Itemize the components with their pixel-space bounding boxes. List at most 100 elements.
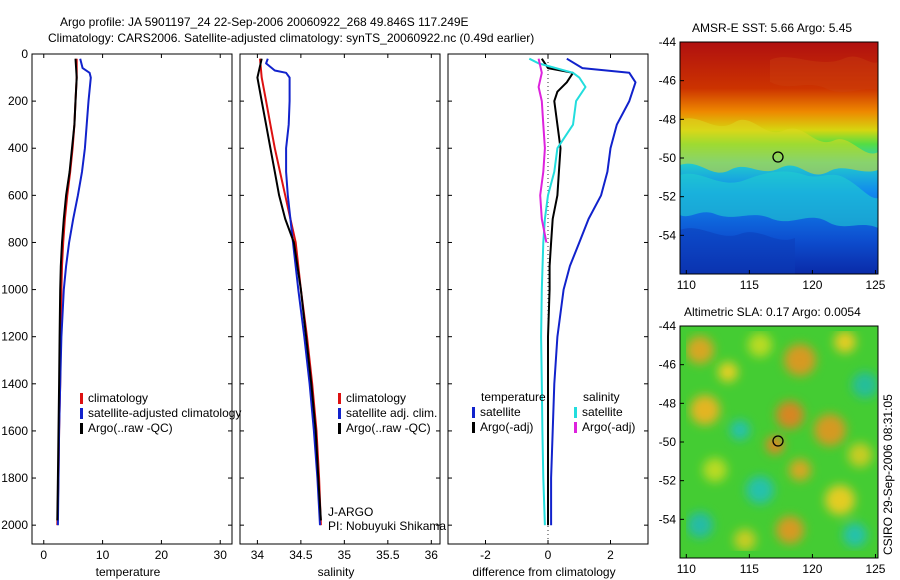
legend-entry: Argo(..raw -QC)	[88, 421, 173, 435]
sla-blob	[686, 336, 714, 364]
sla-blob	[776, 516, 804, 544]
map-x-tick-label: 120	[802, 278, 822, 292]
legend-title: temperature	[481, 390, 546, 404]
sla-map: Altimetric SLA: 0.17 Argo: 0.0054 110 115…	[659, 305, 886, 576]
header-line-2: Climatology: CARS2006. Satellite-adjuste…	[48, 31, 534, 45]
sla-blob	[789, 459, 811, 481]
sla-blob	[776, 401, 804, 429]
annotation-line: J-ARGO	[328, 505, 373, 519]
sla-blob	[734, 529, 756, 551]
sst-axes: 110 115 120 125 -44 -46 -48 -50 -52 -54	[659, 35, 886, 292]
x-tick-label: 0	[40, 548, 47, 562]
sst-map-title: AMSR-E SST: 5.66 Argo: 5.45	[692, 21, 852, 35]
series-line	[56, 58, 92, 526]
y-tick-label: 2000	[1, 518, 28, 532]
sla-blob	[852, 372, 878, 398]
legend-entry: satellite adj. clim.	[346, 406, 437, 420]
y-tick-label: 1200	[1, 330, 28, 344]
sla-blob	[718, 362, 738, 382]
legend-swatch	[574, 422, 577, 433]
series-line	[265, 58, 321, 526]
series-line	[537, 58, 548, 243]
map-x-tick-label: 115	[740, 562, 759, 576]
x-tick-label: 35	[338, 548, 352, 562]
sla-map-title: Altimetric SLA: 0.17 Argo: 0.0054	[684, 305, 861, 319]
series-line	[550, 57, 637, 526]
y-tick-label: 200	[8, 94, 28, 108]
map-y-tick-label: -48	[659, 112, 677, 126]
x-tick-label: 34.5	[289, 548, 313, 562]
sla-blob	[784, 344, 816, 376]
map-y-tick-label: -50	[659, 151, 677, 165]
series-line	[528, 57, 587, 526]
temperature-panel: 0 10 20 30 0 200 400 600 800 1000 1200 1400 1600 1800…	[1, 47, 241, 579]
y-tick-label: 1000	[1, 283, 28, 297]
map-x-tick-label: 120	[802, 562, 822, 576]
legend-title: salinity	[583, 390, 620, 404]
sla-blob	[748, 333, 772, 357]
sst-map: AMSR-E SST: 5.66 Argo: 5.45 110 115 120 125…	[659, 21, 886, 292]
x-axis-label: salinity	[318, 565, 355, 579]
map-y-tick-label: -54	[659, 228, 677, 242]
map-y-tick-label: -44	[659, 35, 677, 49]
legend-swatch	[80, 408, 83, 419]
legend-swatch	[574, 407, 577, 418]
legend-swatch	[472, 407, 475, 418]
y-tick-label: 600	[8, 188, 28, 202]
sst-argo-marker	[772, 151, 784, 163]
sla-blob	[703, 458, 727, 482]
legend-entry: satellite	[582, 405, 623, 419]
sla-blob	[825, 485, 855, 515]
map-y-tick-label: -46	[659, 358, 677, 372]
legend-swatch	[472, 422, 475, 433]
legend-entry: satellite	[480, 405, 521, 419]
sla-blob	[730, 420, 750, 440]
y-tick-label: 1600	[1, 424, 28, 438]
x-tick-label: 34	[251, 548, 265, 562]
sla-blob	[746, 476, 774, 504]
annotation-line: PI: Nobuyuki Shikama	[328, 519, 446, 533]
map-x-tick-label: 110	[677, 562, 696, 576]
plot-frame	[31, 53, 233, 545]
legend-swatch	[80, 423, 83, 434]
sla-blob	[848, 443, 872, 467]
map-x-tick-label: 115	[740, 278, 759, 292]
x-tick-label: 36	[425, 548, 439, 562]
map-y-tick-label: -48	[659, 396, 677, 410]
side-stamp: CSIRO 29-Sep-2006 08:31:05	[881, 394, 895, 555]
sla-argo-marker	[772, 435, 784, 447]
sla-blob	[834, 331, 856, 353]
sla-blob	[843, 523, 867, 547]
x-tick-label: -2	[480, 548, 491, 562]
plot-frame	[239, 53, 441, 545]
legend-swatch	[80, 393, 83, 404]
legend-entry: Argo(-adj)	[582, 420, 635, 434]
legend-swatch	[338, 393, 341, 404]
difference-panel: -2 0 2 difference from climatology temperatu…	[447, 53, 649, 579]
x-tick-label: 10	[96, 548, 110, 562]
x-tick-label: 2	[607, 548, 614, 562]
map-y-tick-label: -44	[659, 319, 677, 333]
x-axis-label: temperature	[96, 565, 161, 579]
map-y-tick-label: -52	[659, 190, 677, 204]
series-line	[259, 58, 322, 526]
legend-entry: climatology	[346, 391, 406, 405]
legend-swatch	[338, 423, 341, 434]
map-y-tick-label: -52	[659, 474, 677, 488]
x-tick-label: 20	[155, 548, 169, 562]
x-tick-label: 0	[545, 548, 552, 562]
salinity-panel: 34 34.5 35 35.5 36 salinity climatologysatelli…	[239, 53, 446, 579]
sla-blob	[814, 414, 846, 446]
map-y-tick-label: -46	[659, 74, 677, 88]
sla-axes: 110 115 120 125 -44 -46 -48 -50 -52 -54	[659, 319, 886, 576]
legend-entry: Argo(-adj)	[480, 420, 533, 434]
series-line	[56, 58, 78, 521]
y-tick-label: 0	[21, 47, 28, 61]
series-line	[256, 58, 322, 521]
map-x-tick-label: 110	[677, 278, 696, 292]
legend-swatch	[338, 408, 341, 419]
x-tick-label: 30	[214, 548, 228, 562]
y-tick-label: 800	[8, 235, 28, 249]
map-x-tick-label: 125	[865, 562, 885, 576]
x-axis-label: difference from climatology	[472, 565, 615, 579]
